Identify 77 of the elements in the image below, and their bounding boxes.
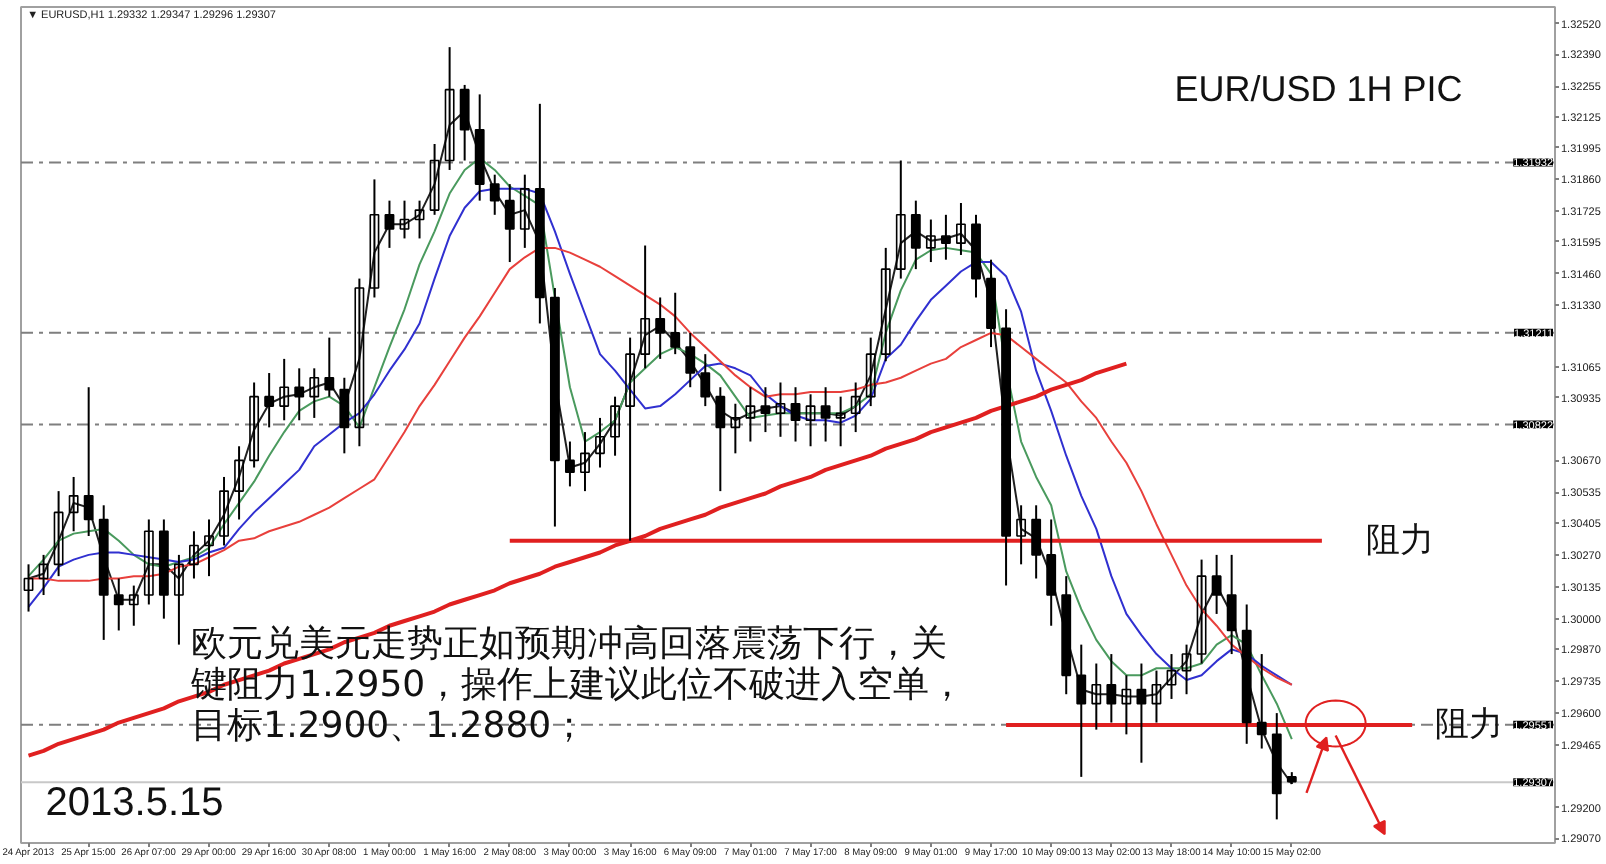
- candlestick: [1256, 653, 1267, 750]
- candlestick: [805, 393, 816, 448]
- candlestick: [429, 142, 440, 216]
- candlestick: [880, 246, 891, 363]
- candlestick: [760, 386, 771, 434]
- candlestick: [519, 173, 530, 249]
- candlestick: [700, 353, 711, 408]
- candlestick: [53, 490, 64, 578]
- candlestick: [685, 331, 696, 389]
- candlestick: [189, 530, 199, 580]
- candlestick: [309, 367, 320, 419]
- candlestick: [444, 46, 455, 171]
- candlestick: [895, 159, 906, 280]
- candlestick: [249, 381, 260, 469]
- candlestick: [670, 291, 681, 356]
- candlestick: [1031, 504, 1042, 580]
- candlestick: [173, 553, 184, 646]
- candlestick: [1106, 653, 1117, 724]
- candlestick: [369, 178, 380, 299]
- candlestick: [1046, 518, 1057, 627]
- candlestick: [820, 386, 831, 443]
- candlestick: [83, 386, 94, 537]
- candlestick: [1076, 643, 1087, 778]
- candlestick: [1151, 669, 1162, 724]
- text: EUR/USD 1H PIC: [1174, 68, 1463, 109]
- candlestick: [204, 518, 214, 578]
- annotation: 阻力: [1435, 704, 1504, 745]
- candlestick: [625, 336, 636, 542]
- candlestick: [294, 367, 305, 422]
- candlestick: [324, 336, 335, 398]
- candlestick: [715, 386, 726, 493]
- candlestick: [1136, 662, 1147, 764]
- candlestick: [264, 372, 275, 429]
- candlestick: [730, 402, 741, 455]
- candlestick: [128, 584, 139, 627]
- candlestick: [279, 357, 290, 422]
- candlestick: [745, 386, 756, 443]
- candlestick: [219, 475, 229, 547]
- candlestick: [504, 183, 515, 264]
- candlestick: [1166, 653, 1177, 700]
- candlestick: [1181, 643, 1192, 696]
- candlestick: [610, 395, 620, 457]
- candlestick: [23, 563, 34, 613]
- candlestick: [925, 218, 936, 264]
- candlestick: [234, 445, 244, 521]
- candlestick: [399, 199, 410, 240]
- candlestick: [1226, 553, 1237, 656]
- candlestick: [910, 199, 921, 271]
- candlestick: [640, 244, 651, 370]
- annotation: 阻力: [1366, 520, 1435, 561]
- candlestick: [1121, 674, 1132, 736]
- candlestick: [1091, 662, 1102, 731]
- candlestick: [113, 577, 124, 632]
- candlestick: [865, 336, 876, 408]
- candlestick: [459, 83, 470, 162]
- annotation: 2013.5.15: [45, 780, 224, 825]
- candlestick: [580, 431, 590, 493]
- candlestick: [1016, 504, 1027, 566]
- candlestick: [595, 416, 605, 469]
- candlestick: [38, 553, 49, 597]
- candlestick: [384, 199, 395, 249]
- candlestick: [850, 381, 861, 434]
- candlestick: [565, 440, 575, 488]
- candlestick: [775, 381, 786, 438]
- candlestick: [835, 395, 846, 448]
- candlestick: [1196, 558, 1207, 665]
- candlestick: [143, 518, 154, 606]
- candlestick: [339, 376, 350, 455]
- candlestick: [489, 173, 500, 216]
- candlestick: [655, 296, 666, 360]
- candlestick: [354, 277, 365, 448]
- candlestick: [414, 199, 425, 240]
- candlestick: [940, 213, 951, 261]
- candlestick: [1211, 553, 1222, 615]
- candlestick: [956, 202, 966, 256]
- candlestick: [790, 386, 801, 443]
- candlestick: [68, 475, 79, 533]
